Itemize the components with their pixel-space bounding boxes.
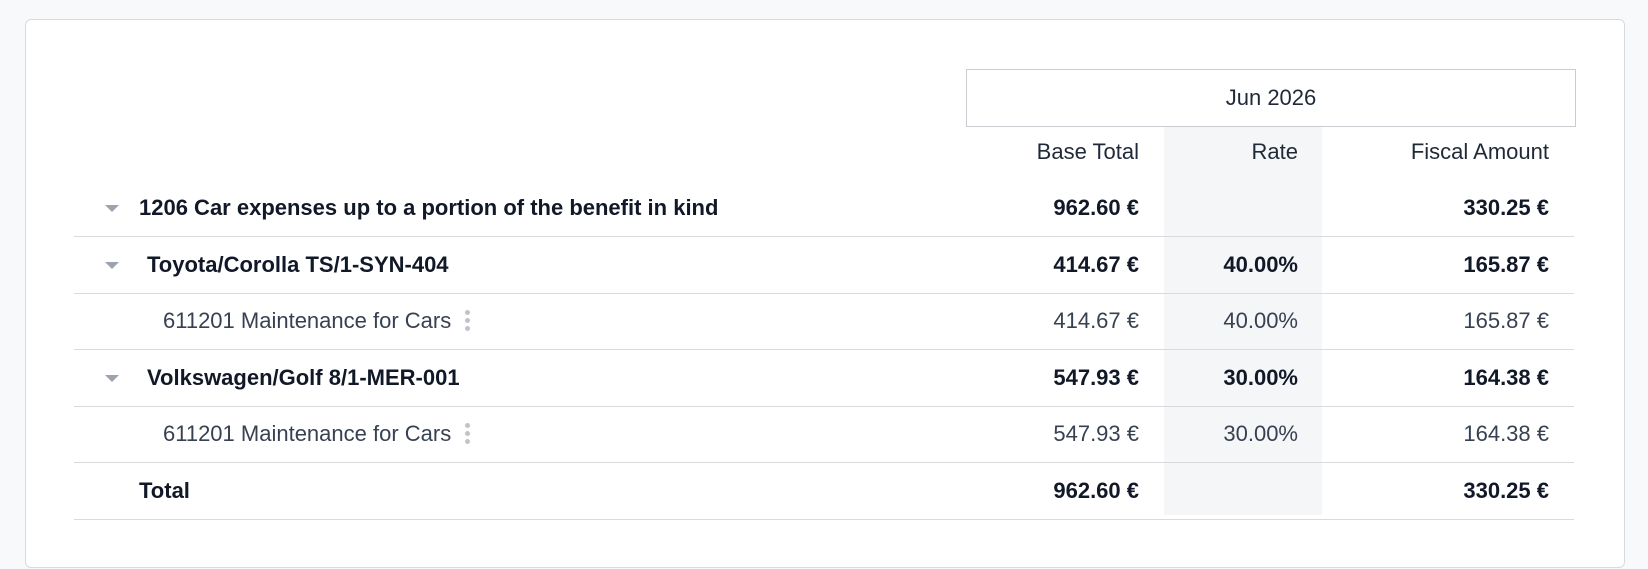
row-menu[interactable] [465, 310, 471, 332]
cell-base-total: 414.67 € [1053, 251, 1139, 277]
row-menu[interactable] [465, 423, 471, 445]
account-label: 611201 Maintenance for Cars [163, 421, 452, 446]
cell-fiscal-amount: 164.38 € [1463, 364, 1549, 390]
group-label: Total [139, 477, 190, 503]
group-label: 1206 Car expenses up to a portion of the… [139, 195, 719, 220]
row-divider [74, 518, 1574, 520]
cell-base-total: 962.60 € [1053, 477, 1139, 503]
collapse-caret[interactable] [105, 205, 119, 212]
report-card: Jun 2026 Base Total Rate Fiscal Amount 1206… [25, 19, 1625, 568]
column-header: Base Total [1036, 139, 1139, 164]
column-header: Rate [1251, 139, 1298, 164]
cell-base-total: 414.67 € [1053, 308, 1139, 333]
rate-column-shade [1164, 127, 1322, 515]
period-header: Jun 2026 [966, 69, 1576, 127]
cell-base-total: 547.93 € [1053, 421, 1139, 446]
collapse-caret[interactable] [105, 374, 119, 382]
row-divider [74, 405, 1574, 407]
cell-fiscal-amount: 165.87 € [1463, 251, 1549, 277]
cell-rate: 40.00% [1223, 251, 1298, 277]
group-label: Toyota/Corolla TS/1-SYN-404 [147, 251, 449, 277]
cell-fiscal-amount: 330.25 € [1463, 477, 1549, 503]
cell-fiscal-amount: 330.25 € [1463, 195, 1549, 220]
row-divider [74, 349, 1574, 350]
cell-rate: 30.00% [1223, 364, 1298, 390]
cell-rate: 40.00% [1223, 308, 1298, 333]
account-label: 611201 Maintenance for Cars [163, 308, 452, 333]
cell-base-total: 547.93 € [1053, 364, 1139, 390]
cell-fiscal-amount: 164.38 € [1463, 421, 1549, 446]
cell-base-total: 962.60 € [1053, 195, 1139, 220]
collapse-caret[interactable] [105, 261, 119, 269]
row-divider [74, 462, 1574, 463]
column-header: Fiscal Amount [1410, 139, 1549, 164]
group-label: Volkswagen/Golf 8/1-MER-001 [147, 364, 460, 390]
row-divider [74, 292, 1574, 294]
cell-fiscal-amount: 165.87 € [1463, 308, 1549, 333]
row-divider [74, 236, 1574, 237]
cell-rate: 30.00% [1223, 421, 1298, 446]
